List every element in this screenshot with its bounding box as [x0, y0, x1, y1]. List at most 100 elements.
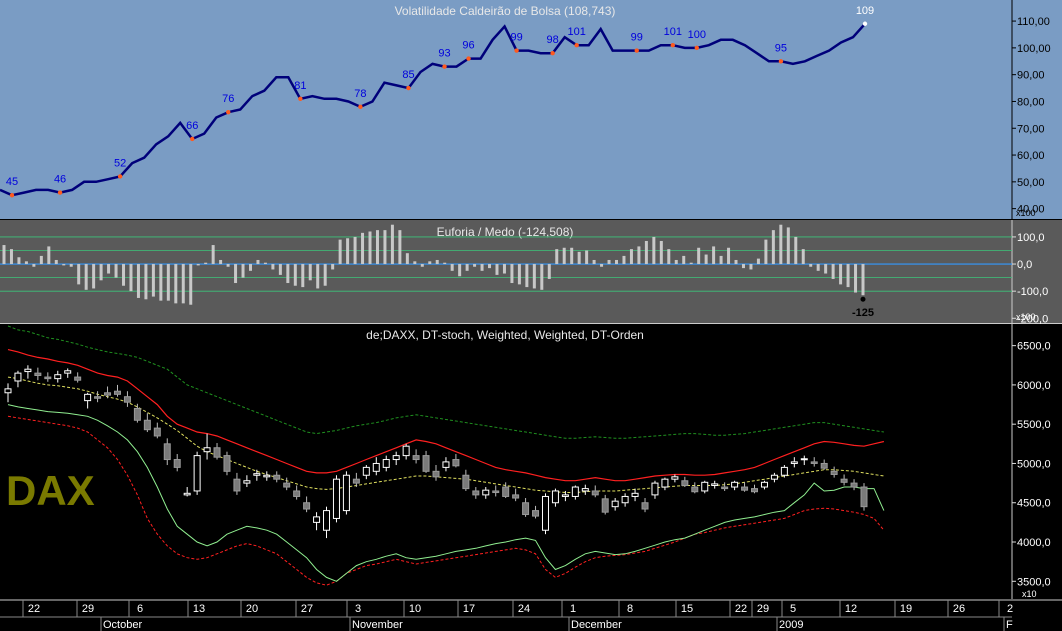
volatility-data-label: 98	[547, 34, 559, 46]
sentiment-bar	[24, 261, 28, 265]
sentiment-bar	[697, 247, 701, 265]
price-title: de;DAXX, DT-stoch, Weighted, Weighted, D…	[366, 328, 644, 342]
sentiment-last-point	[860, 296, 866, 302]
candle-body	[64, 370, 72, 374]
x-day-label: 22	[28, 603, 40, 615]
sentiment-bar	[32, 264, 36, 267]
volatility-data-label: 46	[54, 174, 66, 186]
sentiment-bar	[390, 224, 394, 265]
volatility-data-label: 76	[222, 93, 234, 105]
candle-body	[780, 466, 788, 476]
sentiment-bar	[510, 264, 514, 284]
sentiment-bar	[405, 253, 409, 265]
sentiment-bar	[607, 259, 611, 265]
sentiment-bar	[831, 264, 835, 279]
sentiment-bar	[166, 264, 170, 301]
upper-band-line	[7, 349, 885, 482]
sentiment-bar	[346, 238, 350, 265]
volatility-point	[514, 48, 519, 53]
sentiment-bar	[592, 259, 596, 265]
candle-body	[502, 486, 510, 497]
sentiment-bar	[92, 264, 96, 289]
candle-body	[4, 388, 12, 394]
x-day-label: 29	[82, 603, 94, 615]
sentiment-bar	[204, 262, 208, 265]
sentiment-bar	[368, 231, 372, 265]
candle-body	[332, 478, 340, 519]
candle-body	[611, 500, 619, 508]
sentiment-bar	[129, 264, 133, 292]
candle-body	[571, 486, 579, 497]
candle-body	[711, 483, 719, 486]
x-day-label: 2	[1007, 603, 1013, 615]
volatility-data-label: 100	[688, 29, 706, 41]
sentiment-bar	[712, 246, 716, 265]
sentiment-bar	[144, 264, 148, 300]
sentiment-ytick-label: 100,0	[1017, 232, 1045, 244]
sentiment-bar	[562, 247, 566, 265]
volatility-ytick-label: 80,00	[1017, 96, 1045, 108]
sentiment-ytick-label: 0,0	[1017, 259, 1032, 271]
sentiment-bar	[256, 259, 260, 265]
sentiment-bar	[107, 264, 111, 274]
sentiment-bar	[241, 264, 245, 278]
volatility-data-label: 99	[510, 32, 522, 44]
volatility-point	[634, 48, 639, 53]
x-month-label: F	[1006, 619, 1013, 631]
candle-body	[482, 489, 490, 496]
candle-body	[203, 447, 211, 453]
sentiment-bar	[450, 264, 454, 271]
candle-body	[313, 516, 321, 523]
x-month-label: November	[352, 619, 403, 631]
sentiment-bar	[682, 255, 686, 265]
sentiment-bar	[824, 264, 828, 274]
sentiment-bar	[308, 264, 312, 281]
x-day-label: 26	[953, 603, 965, 615]
candle-body	[452, 459, 460, 467]
candle-body	[392, 455, 400, 461]
volatility-data-label: 109	[856, 5, 874, 17]
volatility-axis-bg	[1012, 0, 1062, 219]
candle-body	[671, 476, 679, 480]
candle-body	[432, 470, 440, 478]
volatility-line	[0, 22, 866, 197]
volatility-data-label: 101	[567, 26, 585, 38]
candle-body	[661, 478, 669, 488]
sentiment-bar	[570, 247, 574, 265]
sentiment-bar	[443, 262, 447, 265]
candle-body	[263, 474, 271, 478]
candle-body	[751, 488, 759, 493]
volatility-point	[9, 193, 15, 198]
candle-body	[840, 478, 848, 483]
x-day-label: 5	[790, 603, 796, 615]
candle-body	[472, 490, 480, 496]
sentiment-bar	[263, 262, 267, 265]
candle-body	[492, 490, 500, 494]
sentiment-bar	[741, 264, 745, 269]
sentiment-bar	[458, 264, 462, 277]
volatility-point	[406, 85, 411, 91]
candle-body	[810, 461, 818, 464]
volatility-data-label: 101	[664, 26, 682, 38]
candle-body	[24, 368, 32, 373]
candle-body	[651, 482, 659, 496]
lower-dashed-line	[7, 415, 885, 586]
sentiment-bar	[637, 246, 641, 265]
candle-body	[591, 490, 599, 496]
sentiment-bar	[234, 264, 238, 284]
sentiment-bar	[502, 264, 506, 274]
sentiment-bar	[801, 249, 805, 265]
x-day-label: 17	[463, 603, 475, 615]
sentiment-bar	[577, 251, 581, 265]
x-day-label: 13	[193, 603, 205, 615]
sentiment-bar	[211, 245, 215, 265]
sentiment-bar	[17, 257, 21, 265]
candle-body	[462, 474, 470, 490]
sentiment-last-label: -125	[852, 307, 874, 319]
sentiment-bar	[122, 264, 126, 286]
sentiment-bar	[465, 264, 469, 271]
x-day-label: 10	[409, 603, 421, 615]
candle-body	[561, 494, 569, 497]
x-day-label: 24	[518, 603, 530, 615]
candle-body	[372, 462, 380, 472]
